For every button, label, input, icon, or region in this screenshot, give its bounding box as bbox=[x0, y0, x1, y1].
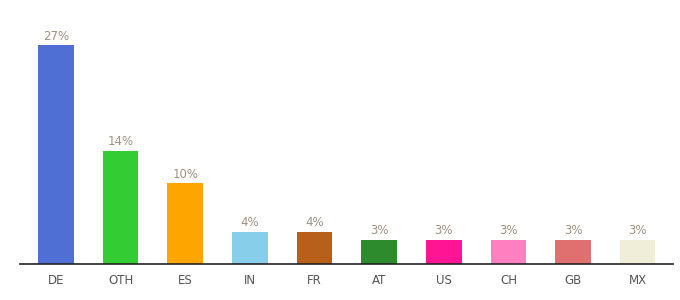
Bar bbox=[620, 240, 656, 264]
Bar bbox=[38, 45, 73, 264]
Text: 14%: 14% bbox=[107, 135, 134, 148]
Text: 3%: 3% bbox=[628, 224, 647, 237]
Bar bbox=[103, 151, 138, 264]
Bar bbox=[426, 240, 462, 264]
Text: 10%: 10% bbox=[172, 168, 198, 181]
Bar bbox=[490, 240, 526, 264]
Text: 3%: 3% bbox=[564, 224, 582, 237]
Text: 3%: 3% bbox=[499, 224, 517, 237]
Text: 3%: 3% bbox=[370, 224, 388, 237]
Bar bbox=[167, 183, 203, 264]
Bar bbox=[556, 240, 591, 264]
Text: 4%: 4% bbox=[305, 216, 324, 229]
Bar bbox=[232, 232, 268, 264]
Text: 3%: 3% bbox=[435, 224, 453, 237]
Bar bbox=[361, 240, 397, 264]
Text: 4%: 4% bbox=[241, 216, 259, 229]
Bar bbox=[296, 232, 333, 264]
Text: 27%: 27% bbox=[43, 30, 69, 43]
